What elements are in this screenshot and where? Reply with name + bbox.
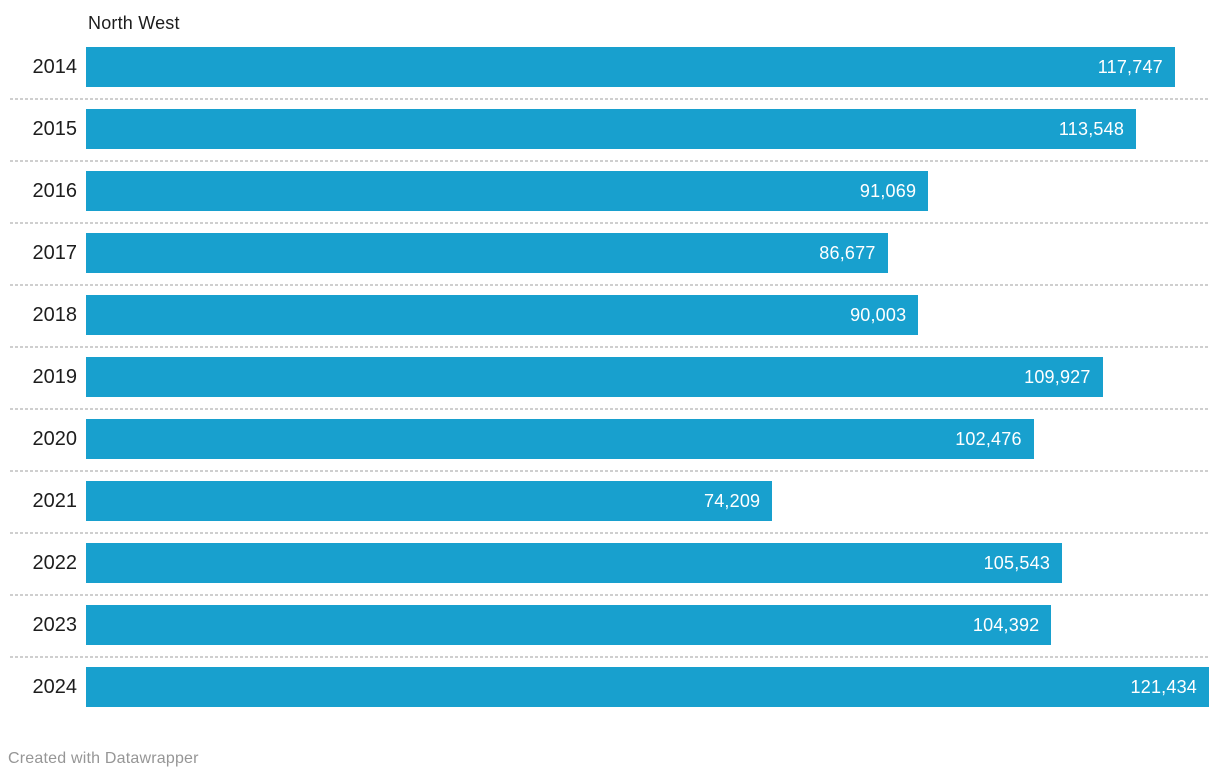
bar: 109,927	[86, 357, 1103, 397]
bar-value-label: 121,434	[1130, 676, 1197, 697]
bar-value-label: 91,069	[859, 180, 917, 201]
bar-value-label: 86,677	[819, 242, 876, 263]
bar-row: 2019 109,927	[0, 357, 1220, 419]
bar-row: 2015 113,548	[0, 109, 1220, 171]
category-label: 2014	[32, 56, 78, 78]
bar-track: 90,003	[86, 295, 1209, 335]
bar-value-label: 102,476	[955, 428, 1022, 449]
chart-header: North West	[0, 0, 1220, 47]
bar: 90,003	[86, 295, 919, 335]
bar: 117,747	[86, 47, 1175, 87]
bar-track: 109,927	[86, 357, 1209, 397]
bar-value-label: 109,927	[1024, 366, 1091, 387]
bar-track: 74,209	[86, 481, 1209, 521]
bar-value-label: 105,543	[983, 552, 1051, 573]
bar-track: 104,392	[86, 605, 1209, 645]
category-label: 2016	[32, 180, 78, 202]
bar-row: 2023 104,392	[0, 605, 1220, 667]
category-label: 2023	[32, 614, 78, 636]
bar-row: 2024 121,434	[0, 667, 1220, 729]
bar-row: 2020 102,476	[0, 419, 1220, 481]
bar: 113,548	[86, 109, 1137, 149]
category-label: 2020	[32, 428, 78, 450]
category-label: 2018	[32, 304, 78, 326]
bar-value-label: 90,003	[850, 304, 907, 325]
category-label: 2024	[32, 676, 78, 698]
bar-row: 2018 90,003	[0, 295, 1220, 357]
bar-value-label: 104,392	[972, 614, 1040, 635]
bar-row: 2021 74,209	[0, 481, 1220, 543]
category-label: 2015	[32, 118, 78, 140]
bar: 104,392	[86, 605, 1052, 645]
category-label: 2019	[32, 366, 78, 388]
bar-track: 117,747	[86, 47, 1209, 87]
bar-track: 113,548	[86, 109, 1209, 149]
bar: 102,476	[86, 419, 1034, 459]
bar-track: 121,434	[86, 667, 1209, 707]
bar-track: 91,069	[86, 171, 1209, 211]
bar-value-label: 74,209	[704, 490, 761, 511]
bar: 74,209	[86, 481, 773, 521]
bar-value-label: 113,548	[1058, 118, 1125, 139]
bar-rows: 2014 117,747 2015 113,548 2016 91,069 2017 86,6…	[0, 47, 1220, 729]
bar-row: 2014 117,747	[0, 47, 1220, 109]
bar-row: 2016 91,069	[0, 171, 1220, 233]
bar: 86,677	[86, 233, 888, 273]
bar-track: 105,543	[86, 543, 1209, 583]
footer-credit: Created with Datawrapper	[8, 750, 199, 767]
bar: 121,434	[86, 667, 1209, 707]
bar-row: 2017 86,677	[0, 233, 1220, 295]
category-label: 2021	[32, 490, 78, 512]
bar-track: 86,677	[86, 233, 1209, 273]
bar-value-label: 117,747	[1097, 56, 1163, 77]
category-label: 2022	[32, 552, 78, 574]
bar-row: 2022 105,543	[0, 543, 1220, 605]
bar-track: 102,476	[86, 419, 1209, 459]
bar: 91,069	[86, 171, 929, 211]
bar: 105,543	[86, 543, 1063, 583]
chart-title: North West	[88, 13, 180, 33]
category-label: 2017	[32, 242, 78, 264]
